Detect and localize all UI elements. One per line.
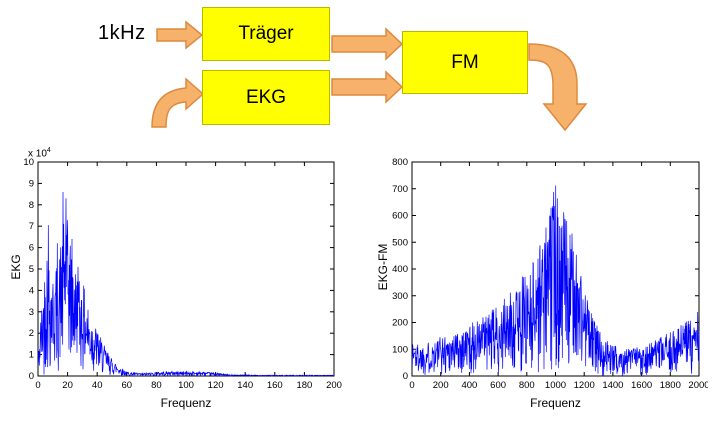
arrow-into-ekg [151, 77, 205, 128]
svg-text:1000: 1000 [545, 380, 566, 391]
svg-text:1600: 1600 [631, 380, 652, 391]
svg-text:20: 20 [62, 380, 73, 391]
svg-text:0: 0 [403, 371, 408, 382]
arrow-1khz-to-traeger [156, 20, 204, 50]
block-fm-label: FM [451, 51, 479, 73]
input-signal-label: 1kHz [98, 22, 146, 44]
svg-text:600: 600 [490, 380, 506, 391]
svg-text:500: 500 [392, 237, 408, 248]
block-fm: FM [402, 31, 528, 94]
svg-text:1400: 1400 [602, 380, 623, 391]
svg-text:160: 160 [267, 380, 283, 391]
block-ekg: EKG [202, 70, 330, 125]
svg-text:100: 100 [392, 344, 408, 355]
svg-text:6: 6 [29, 243, 34, 254]
svg-text:600: 600 [392, 211, 408, 222]
svg-text:9: 9 [29, 178, 34, 189]
svg-text:400: 400 [461, 380, 477, 391]
block-traeger-label: Träger [238, 23, 294, 44]
ekg-spectrum-plot: 0 20 40 60 80 100 120 140 160 180 200 0 1 2 3 4 5 6 7 8 9 10 [23, 157, 342, 391]
ekg-fm-spectrum-plot: 0 200 400 600 800 1000 1200 1400 1600 1800 2000 0 10… [392, 157, 708, 391]
svg-text:3: 3 [29, 307, 34, 318]
svg-text:2: 2 [29, 328, 34, 339]
svg-text:400: 400 [392, 264, 408, 275]
x-axis-label-frequenz-right: Frequenz [530, 396, 581, 410]
svg-text:0: 0 [29, 371, 34, 382]
svg-text:7: 7 [29, 221, 34, 232]
svg-text:0: 0 [35, 380, 40, 391]
svg-text:140: 140 [237, 380, 253, 391]
block-ekg-label: EKG [245, 86, 287, 108]
arrow-fm-output [528, 43, 588, 132]
ekg-fm-spectrum-chart: EKG-FM 0 200 400 600 800 1000 1200 1400 1600 1800… [372, 150, 708, 423]
svg-text:80: 80 [151, 380, 162, 391]
svg-text:1200: 1200 [574, 380, 595, 391]
svg-text:2000: 2000 [688, 380, 708, 391]
svg-text:300: 300 [392, 291, 408, 302]
diagram-arrows [151, 20, 588, 132]
block-diagram: 1kHz Träger EKG FM [0, 0, 714, 148]
svg-text:800: 800 [519, 380, 535, 391]
arrow-ekg-to-fm [331, 70, 404, 104]
svg-text:180: 180 [296, 380, 312, 391]
x-axis-label-frequenz-left: Frequenz [160, 396, 212, 410]
svg-text:60: 60 [122, 380, 133, 391]
svg-text:8: 8 [29, 200, 34, 211]
svg-text:120: 120 [208, 380, 224, 391]
svg-text:200: 200 [433, 380, 449, 391]
svg-text:1800: 1800 [660, 380, 681, 391]
svg-text:10: 10 [23, 157, 34, 168]
svg-text:40: 40 [92, 380, 103, 391]
arrow-traeger-to-fm [331, 27, 404, 61]
svg-text:800: 800 [392, 157, 408, 168]
ekg-spectrum-chart: x 104 EKG 0 20 40 60 80 100 120 140 160 180 200 0 1 2… [8, 147, 344, 423]
svg-text:100: 100 [178, 380, 194, 391]
block-traeger: Träger [202, 7, 330, 61]
svg-text:4: 4 [29, 285, 34, 296]
svg-text:0: 0 [409, 380, 414, 391]
svg-text:200: 200 [392, 318, 408, 329]
svg-text:5: 5 [29, 264, 34, 275]
svg-text:200: 200 [326, 380, 342, 391]
svg-text:1: 1 [29, 350, 34, 361]
svg-text:700: 700 [392, 184, 408, 195]
y-axis-multiplier: x 104 [28, 147, 51, 160]
